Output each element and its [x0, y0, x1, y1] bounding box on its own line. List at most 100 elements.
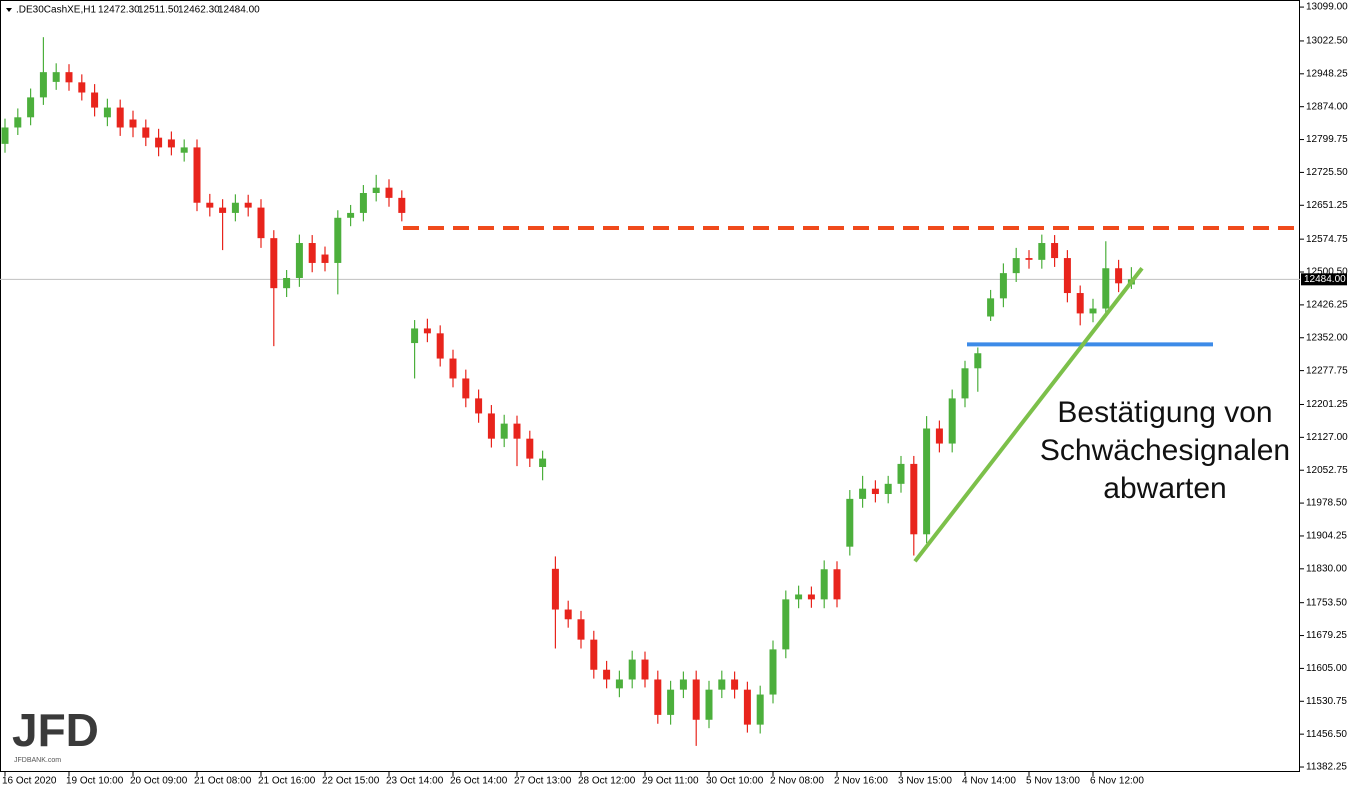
- candle-body: [39, 72, 47, 98]
- menu-arrow: [6, 8, 12, 12]
- candle-body: [743, 689, 751, 725]
- candle-body: [526, 438, 534, 459]
- candle-body: [513, 423, 521, 439]
- candle-body: [295, 243, 303, 278]
- candle-body: [961, 368, 969, 399]
- candle-body: [859, 488, 867, 499]
- candle-body: [1089, 308, 1097, 314]
- x-tick-label: 21 Oct 16:00: [258, 776, 316, 787]
- candle-body: [884, 483, 892, 495]
- y-tick-label: 11904.25: [1306, 531, 1347, 542]
- candle-body: [1051, 243, 1059, 259]
- candle-body: [718, 679, 726, 690]
- candle-body: [78, 82, 86, 93]
- annotation: Bestätigung von: [1057, 396, 1272, 429]
- candle-body: [1012, 258, 1020, 274]
- candle-body: [129, 119, 137, 128]
- y-tick-label: 12052.75: [1306, 465, 1348, 476]
- y-tick-label: 12948.25: [1306, 68, 1348, 79]
- x-tick-label: 30 Oct 10:00: [706, 776, 764, 787]
- y-tick-label: 11456.50: [1306, 729, 1347, 740]
- logo-url: JFDBANK.com: [14, 757, 61, 764]
- y-tick-label: 12725.50: [1306, 167, 1348, 178]
- y-tick-label: 11605.00: [1306, 663, 1347, 674]
- y-tick-label: 12500.50: [1306, 267, 1348, 278]
- candle-body: [539, 458, 547, 468]
- candle-body: [359, 193, 367, 213]
- candle-body: [14, 117, 22, 128]
- header-close: 12484.00: [218, 5, 260, 16]
- candle-body: [436, 333, 444, 359]
- candle-body: [948, 398, 956, 444]
- candle-body: [564, 609, 572, 620]
- y-tick-label: 11753.50: [1306, 597, 1347, 608]
- x-tick-label: 19 Oct 10:00: [66, 776, 124, 787]
- candle-body: [910, 463, 918, 535]
- x-tick-label: 22 Oct 15:00: [322, 776, 380, 787]
- logo: JFD: [12, 704, 99, 756]
- candle-body: [270, 238, 278, 289]
- candle-body: [487, 413, 495, 439]
- candle-body: [193, 147, 201, 203]
- candle-body: [1076, 293, 1084, 314]
- candle-body: [116, 107, 124, 128]
- candle-body: [987, 298, 995, 317]
- plot-frame: [0, 0, 1300, 772]
- x-tick-label: 5 Nov 13:00: [1026, 776, 1080, 787]
- candle-body: [411, 328, 419, 344]
- x-tick-label: 21 Oct 08:00: [194, 776, 252, 787]
- x-tick-label: 2 Nov 16:00: [834, 776, 888, 787]
- candle-body: [999, 273, 1007, 299]
- candle-body: [615, 679, 623, 689]
- header-open: 12472.30: [98, 5, 140, 16]
- candle-body: [155, 137, 163, 148]
- candle-body: [52, 72, 60, 82]
- candle-body: [347, 212, 355, 218]
- candle-body: [935, 428, 943, 444]
- candle-body: [65, 72, 73, 83]
- y-tick-label: 12574.75: [1306, 234, 1348, 245]
- candle-body: [897, 463, 905, 484]
- annotation: Schwächesignalen: [1040, 434, 1290, 467]
- candle-body: [449, 358, 457, 379]
- symbol: .DE30CashXE,H1: [16, 5, 96, 16]
- x-tick-label: 28 Oct 12:00: [578, 776, 636, 787]
- candle-body: [756, 694, 764, 725]
- y-tick-label: 12874.00: [1306, 101, 1348, 112]
- x-tick-label: 26 Oct 14:00: [450, 776, 508, 787]
- y-tick-label: 12426.25: [1306, 300, 1348, 311]
- y-tick-label: 11679.25: [1306, 630, 1347, 641]
- candle-body: [705, 689, 713, 720]
- candle-body: [27, 97, 35, 118]
- candle-body: [1, 127, 9, 144]
- candle-body: [654, 679, 662, 715]
- candle-body: [679, 679, 687, 690]
- candle-body: [603, 669, 611, 680]
- y-tick-label: 12277.75: [1306, 365, 1348, 376]
- candle-body: [590, 639, 598, 670]
- candle-body: [1063, 258, 1071, 294]
- candle-body: [577, 619, 585, 640]
- candle-body: [923, 428, 931, 535]
- y-tick-label: 12651.25: [1306, 200, 1348, 211]
- candle-body: [667, 689, 675, 715]
- candle-body: [871, 488, 879, 495]
- candle-body: [308, 243, 316, 263]
- candle-body: [91, 92, 99, 108]
- candle-body: [1025, 258, 1033, 260]
- candle-body: [219, 207, 227, 213]
- candle-body: [1102, 268, 1110, 309]
- candle-body: [142, 127, 150, 138]
- candle-body: [167, 139, 175, 148]
- candle-body: [283, 277, 291, 289]
- header-low: 12462.30: [178, 5, 220, 16]
- last-price-label: 12484.00: [1304, 274, 1346, 285]
- candle-body: [820, 569, 828, 600]
- candle-body: [462, 378, 470, 399]
- candle-body: [641, 659, 649, 680]
- candle-body: [731, 679, 739, 690]
- y-tick-label: 11978.50: [1306, 498, 1347, 509]
- x-tick-label: 16 Oct 2020: [2, 776, 57, 787]
- x-tick-label: 27 Oct 13:00: [514, 776, 572, 787]
